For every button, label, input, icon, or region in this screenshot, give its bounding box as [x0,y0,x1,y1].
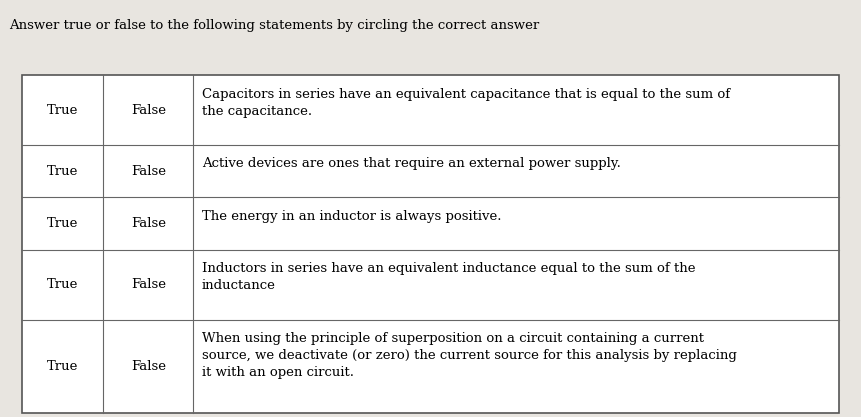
Text: False: False [131,217,166,230]
Text: The energy in an inductor is always positive.: The energy in an inductor is always posi… [201,210,501,223]
Text: False: False [131,278,166,291]
Text: True: True [46,360,78,373]
Text: Inductors in series have an equivalent inductance equal to the sum of the
induct: Inductors in series have an equivalent i… [201,262,696,292]
Text: False: False [131,103,166,116]
Text: When using the principle of superposition on a circuit containing a current
sour: When using the principle of superpositio… [201,332,737,379]
Text: False: False [131,165,166,178]
Text: True: True [46,103,78,116]
Text: Answer true or false to the following statements by circling the correct answer: Answer true or false to the following st… [9,19,539,32]
Text: Active devices are ones that require an external power supply.: Active devices are ones that require an … [201,158,621,171]
Text: False: False [131,360,166,373]
Text: Capacitors in series have an equivalent capacitance that is equal to the sum of
: Capacitors in series have an equivalent … [201,88,730,118]
Text: True: True [46,217,78,230]
Text: True: True [46,278,78,291]
Text: True: True [46,165,78,178]
